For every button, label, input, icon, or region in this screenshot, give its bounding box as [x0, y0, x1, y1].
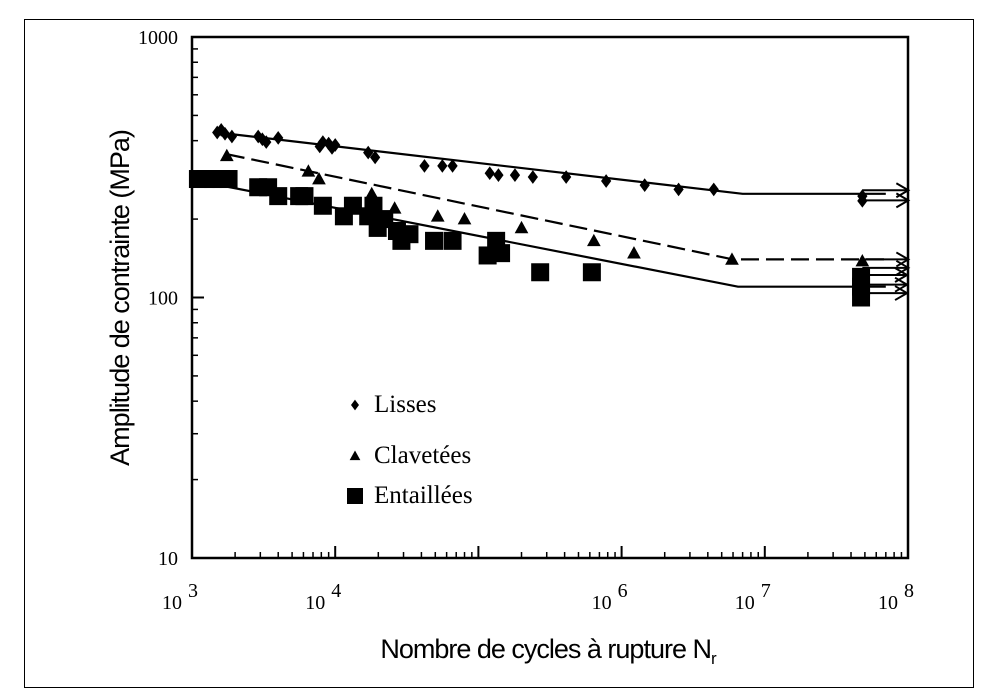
legend-marker-square	[347, 488, 363, 504]
x-tick-exponent: 6	[618, 580, 628, 602]
point-square-series	[343, 196, 362, 215]
point-diamond-series	[226, 129, 238, 144]
runout-arrowhead-square-series	[894, 285, 910, 301]
x-tick-base: 10	[878, 592, 898, 614]
x-tick-exponent: 8	[904, 580, 914, 602]
point-triangle-series	[586, 233, 601, 247]
y-tick-label: 1000	[138, 27, 178, 49]
point-triangle-series	[301, 164, 316, 177]
x-tick-label: 10 7	[735, 580, 771, 614]
y-tick-labels: 1000 100 10	[138, 27, 178, 570]
legend: Lisses Clavetées Entaillées	[347, 391, 473, 509]
point-diamond-series	[561, 170, 572, 184]
x-tick-labels: 10 3 10 4 10 6 10 7 10 8	[162, 580, 914, 614]
x-tick-base: 10	[162, 592, 182, 614]
fit-line-diamond-series	[217, 131, 886, 195]
point-square-series	[425, 231, 444, 250]
point-triangle-series	[219, 148, 234, 162]
point-square-series	[269, 187, 288, 206]
point-diamond-series	[509, 168, 521, 182]
x-tick-base: 10	[305, 592, 325, 614]
runout-arrowhead-triangle-series	[895, 259, 911, 276]
plot-area	[190, 35, 910, 560]
point-diamond-series	[484, 166, 495, 181]
point-diamond-series	[601, 174, 612, 188]
point-square-series	[582, 263, 601, 282]
point-diamond-series	[493, 168, 504, 182]
point-square-series	[400, 225, 419, 244]
y-axis-label: Amplitude de contrainte (MPa)	[105, 130, 135, 466]
point-triangle-series	[627, 246, 641, 259]
x-axis-label-subscript: r	[711, 649, 717, 668]
x-axis-label: Nombre de cycles à rupture Nr	[380, 634, 717, 668]
x-axis-label-text: Nombre de cycles à rupture N	[380, 634, 711, 664]
point-square-series	[531, 263, 550, 282]
point-triangle-series	[312, 171, 326, 185]
point-square-series	[313, 196, 332, 215]
point-diamond-series	[330, 138, 341, 152]
legend-label-diamond: Lisses	[374, 391, 437, 418]
point-triangle-series	[725, 252, 739, 265]
x-tick-label: 10 6	[592, 580, 628, 614]
point-diamond-series	[419, 159, 430, 173]
minor-ticks	[192, 48, 903, 558]
x-tick-label: 10 8	[878, 580, 914, 614]
point-triangle-series	[430, 209, 445, 222]
x-tick-label: 10 3	[162, 580, 198, 614]
point-triangle-series	[855, 254, 870, 267]
point-triangle-series	[514, 220, 529, 234]
point-diamond-series	[447, 159, 458, 173]
point-diamond-series	[639, 178, 650, 192]
point-diamond-series	[216, 123, 227, 137]
point-square-series	[295, 187, 314, 206]
legend-label-square: Entaillées	[374, 482, 473, 509]
point-diamond-series	[708, 182, 719, 197]
point-diamond-series	[363, 145, 374, 160]
point-square-series	[443, 231, 462, 250]
point-square-series	[492, 244, 511, 263]
point-triangle-series	[457, 212, 472, 225]
point-square-series	[852, 288, 871, 307]
y-tick-label: 10	[158, 548, 178, 570]
point-diamond-series	[369, 150, 381, 165]
point-diamond-series	[273, 131, 284, 145]
point-diamond-series	[261, 135, 272, 149]
point-square-series	[219, 170, 238, 189]
point-diamond-series	[673, 182, 684, 197]
x-tick-exponent: 4	[331, 580, 341, 602]
x-tick-base: 10	[592, 592, 612, 614]
legend-marker-diamond	[351, 399, 359, 411]
y-tick-label: 100	[148, 288, 178, 310]
runout-arrowhead-diamond-series	[895, 192, 911, 209]
legend-label-triangle: Clavetées	[374, 442, 471, 469]
point-diamond-series	[857, 194, 868, 208]
figure-frame	[24, 19, 974, 688]
x-tick-exponent: 3	[188, 580, 198, 602]
x-tick-label: 10 4	[305, 580, 341, 614]
data-points	[188, 123, 871, 307]
legend-marker-triangle	[349, 450, 361, 461]
x-tick-base: 10	[735, 592, 755, 614]
x-tick-exponent: 7	[761, 580, 771, 602]
point-diamond-series	[437, 159, 448, 173]
major-ticks	[191, 36, 909, 559]
point-diamond-series	[527, 170, 538, 184]
